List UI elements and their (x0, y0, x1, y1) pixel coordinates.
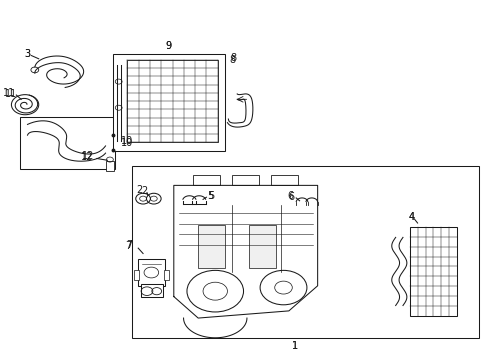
Text: 11: 11 (5, 89, 18, 99)
Text: 9: 9 (165, 41, 172, 50)
Bar (409, 226, 456, 316)
Text: 12: 12 (81, 152, 93, 162)
Text: 10: 10 (121, 138, 133, 148)
Bar (163, 270, 168, 280)
Bar (132, 166, 478, 338)
Text: 12: 12 (82, 151, 95, 161)
Bar (20, 117, 115, 169)
Text: 4: 4 (408, 212, 414, 221)
Bar (232, 175, 259, 185)
Text: 1: 1 (291, 341, 298, 351)
Text: 6: 6 (286, 191, 293, 201)
Bar (141, 284, 162, 297)
Text: 8: 8 (230, 53, 237, 63)
Bar (105, 161, 114, 171)
Bar (193, 175, 220, 185)
Text: 7: 7 (126, 240, 132, 250)
Text: 3: 3 (24, 49, 31, 59)
Bar (271, 175, 298, 185)
Text: 7: 7 (125, 241, 131, 251)
Text: 5: 5 (207, 191, 213, 201)
Bar (249, 225, 276, 267)
Text: 4: 4 (408, 212, 414, 221)
Text: 2: 2 (141, 186, 147, 196)
Text: 2: 2 (136, 185, 142, 195)
Bar (198, 225, 224, 267)
Polygon shape (173, 185, 317, 318)
Text: 6: 6 (287, 192, 294, 202)
Text: 11: 11 (3, 88, 16, 98)
Text: 8: 8 (229, 55, 236, 65)
Text: 1: 1 (291, 341, 298, 351)
Bar (134, 270, 139, 280)
Text: 5: 5 (208, 191, 214, 201)
Bar (127, 60, 217, 142)
Text: 9: 9 (165, 41, 172, 50)
Bar (113, 54, 224, 151)
Text: 10: 10 (121, 136, 133, 146)
Bar (138, 259, 164, 286)
Text: 3: 3 (24, 49, 31, 59)
